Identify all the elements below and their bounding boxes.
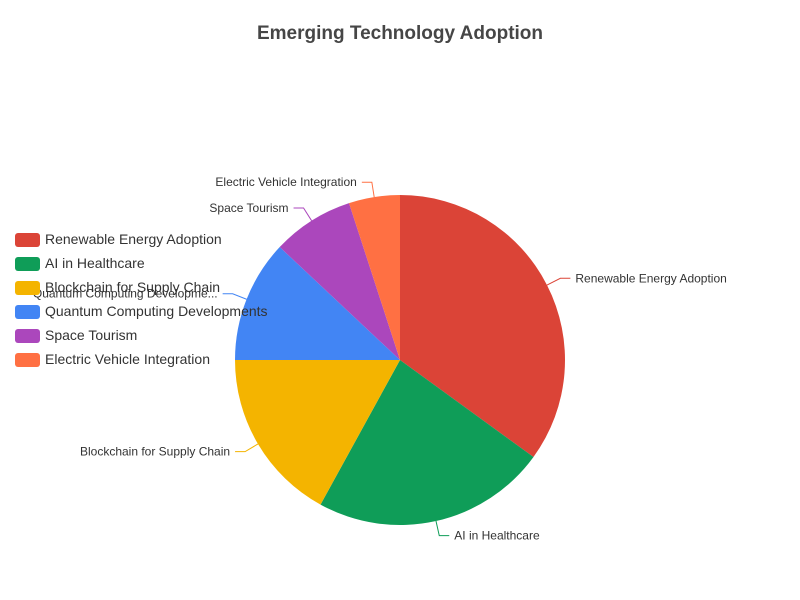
legend-swatch: [15, 305, 40, 319]
label-line-electric-vehicle-integration: [361, 181, 375, 198]
slice-label-space-tourism: Space Tourism: [209, 201, 288, 215]
pie-slice-quantum-computing-developments[interactable]: [235, 247, 400, 360]
slice-label-ai-in-healthcare: AI in Healthcare: [454, 529, 540, 543]
label-line-blockchain-for-supply-chain: [235, 443, 259, 453]
legend-label: Electric Vehicle Integration: [45, 351, 210, 367]
legend-label: AI in Healthcare: [45, 255, 145, 271]
legend-swatch: [15, 329, 40, 343]
pie-slice-blockchain-for-supply-chain[interactable]: [235, 360, 400, 505]
label-line-quantum-computing-developments: [222, 293, 247, 300]
label-line-space-tourism: [293, 207, 313, 221]
label-line-ai-in-healthcare: [435, 520, 450, 537]
label-line-renewable-energy-adoption: [546, 277, 571, 286]
legend-label: Renewable Energy Adoption: [45, 231, 222, 247]
slice-label-renewable-energy-adoption: Renewable Energy Adoption: [575, 271, 726, 285]
legend-label: Quantum Computing Developments: [45, 303, 268, 319]
slice-label-electric-vehicle-integration: Electric Vehicle Integration: [215, 175, 356, 189]
legend-item-space-tourism[interactable]: Space Tourism: [15, 327, 137, 343]
slice-label-quantum-computing-developments: Quantum Computing Developme...: [33, 287, 218, 301]
slice-label-blockchain-for-supply-chain: Blockchain for Supply Chain: [80, 445, 230, 459]
legend-swatch: [15, 281, 40, 295]
legend-label: Blockchain for Supply Chain: [45, 279, 220, 295]
legend-item-ai-in-healthcare[interactable]: AI in Healthcare: [15, 255, 145, 271]
legend-item-electric-vehicle-integration[interactable]: Electric Vehicle Integration: [15, 351, 210, 367]
legend-label: Space Tourism: [45, 327, 137, 343]
legend-swatch: [15, 353, 40, 367]
slice-labels: Renewable Energy Adoption AI in Healthcar…: [33, 175, 727, 542]
legend-swatch: [15, 233, 40, 247]
pie-slice-space-tourism[interactable]: [279, 203, 400, 360]
legend-item-quantum-computing-developments[interactable]: Quantum Computing Developments: [15, 303, 268, 319]
legend-swatch: [15, 257, 40, 271]
pie-slice-electric-vehicle-integration[interactable]: [349, 195, 400, 360]
pie-slice-renewable-energy-adoption[interactable]: [400, 195, 565, 457]
legend: Renewable Energy Adoption AI in Healthcar…: [15, 231, 268, 367]
legend-item-renewable-energy-adoption[interactable]: Renewable Energy Adoption: [15, 231, 222, 247]
pie-slices: [235, 195, 565, 525]
pie-slice-ai-in-healthcare[interactable]: [320, 360, 534, 525]
legend-item-blockchain-for-supply-chain[interactable]: Blockchain for Supply Chain: [15, 279, 220, 295]
chart-title: Emerging Technology Adoption: [257, 23, 543, 44]
